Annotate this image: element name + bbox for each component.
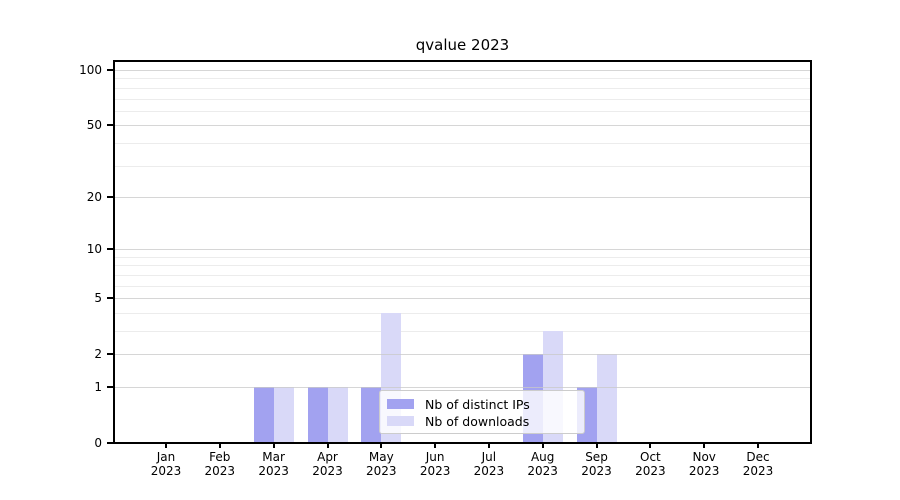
x-axis-tick-label: Jun 2023: [419, 450, 451, 478]
y-axis-tick: [107, 124, 113, 127]
legend-swatch-distinct-ips: [387, 399, 414, 409]
gridline-minor: [114, 110, 810, 112]
x-axis-tick: [595, 443, 598, 448]
x-axis-tick: [434, 443, 437, 448]
x-axis-tick: [649, 443, 652, 448]
bar-distinct-ips: [253, 387, 274, 443]
legend-label-distinct-ips: Nb of distinct IPs: [425, 396, 530, 412]
y-axis-tick-label: 5: [94, 291, 102, 306]
gridline-minor: [114, 256, 810, 258]
x-axis-tick: [165, 443, 167, 448]
chart-title: qvalue 2023: [415, 36, 510, 54]
bar-downloads: [327, 387, 348, 443]
x-axis-tick: [757, 443, 759, 448]
x-axis-tick: [272, 443, 275, 448]
gridline-major: [114, 387, 810, 388]
gridline-minor: [114, 274, 810, 276]
y-axis-tick-label: 20: [86, 189, 102, 204]
y-axis-tick-label: 2: [94, 347, 102, 362]
y-axis-tick: [107, 353, 113, 356]
gridline-major: [114, 70, 810, 71]
x-axis-tick-label: Aug 2023: [527, 450, 558, 478]
y-axis-tick-label: 0: [94, 436, 102, 450]
gridline-minor: [114, 312, 810, 314]
plot-frame: [113, 60, 812, 444]
y-axis-tick-label: 100: [79, 63, 102, 77]
x-axis-tick: [218, 443, 221, 448]
bar-distinct-ips: [361, 387, 382, 443]
x-axis-tick-label: Oct 2023: [635, 450, 666, 478]
x-axis-tick-label: Jan 2023: [150, 450, 182, 478]
gridline-major: [114, 354, 810, 356]
x-axis-tick-label: Nov 2023: [688, 450, 720, 478]
x-axis-tick-label: Dec 2023: [742, 450, 774, 478]
x-axis-tick: [487, 443, 490, 448]
gridline-minor: [114, 165, 810, 167]
x-axis-tick-label: Sep 2023: [581, 450, 612, 478]
gridline-major: [114, 298, 810, 300]
gridline-minor: [114, 98, 810, 100]
x-axis-tick: [380, 443, 383, 448]
legend: Nb of distinct IPs Nb of downloads: [379, 390, 585, 434]
y-axis-tick: [107, 386, 113, 388]
gridline-minor: [114, 265, 810, 267]
y-axis-tick: [107, 442, 113, 444]
gridline-minor: [114, 331, 810, 332]
y-axis-tick: [107, 248, 113, 251]
x-axis-tick-label: May 2023: [366, 450, 397, 478]
y-axis-tick-label: 10: [86, 242, 102, 257]
y-axis-tick: [107, 297, 113, 300]
gridline-minor: [114, 87, 810, 89]
legend-entry-downloads: Nb of downloads: [387, 413, 576, 429]
x-axis-tick: [541, 443, 544, 448]
legend-swatch-downloads: [387, 416, 414, 426]
gridline-minor: [114, 142, 810, 144]
gridline-major: [114, 249, 810, 251]
y-axis-tick-label: 50: [86, 118, 102, 133]
legend-label-downloads: Nb of downloads: [425, 413, 530, 429]
x-axis-tick: [326, 443, 329, 448]
x-axis-tick-label: Feb 2023: [204, 450, 236, 478]
bar-downloads: [273, 387, 294, 443]
legend-entry-distinct-ips: Nb of distinct IPs: [387, 396, 576, 412]
gridline-minor: [114, 285, 810, 287]
x-axis-tick-label: Mar 2023: [258, 450, 289, 478]
gridline-major: [114, 196, 810, 198]
bar-downloads: [596, 354, 617, 443]
gridline-major: [114, 125, 810, 127]
x-axis-tick-label: Jul 2023: [473, 450, 505, 478]
x-axis-tick: [703, 443, 706, 448]
gridline-minor: [114, 78, 810, 80]
bar-distinct-ips: [307, 387, 328, 443]
y-axis-tick: [107, 69, 113, 71]
x-axis-tick-label: Apr 2023: [312, 450, 343, 478]
y-axis-tick-label: 1: [94, 380, 102, 394]
y-axis-tick: [107, 195, 113, 198]
